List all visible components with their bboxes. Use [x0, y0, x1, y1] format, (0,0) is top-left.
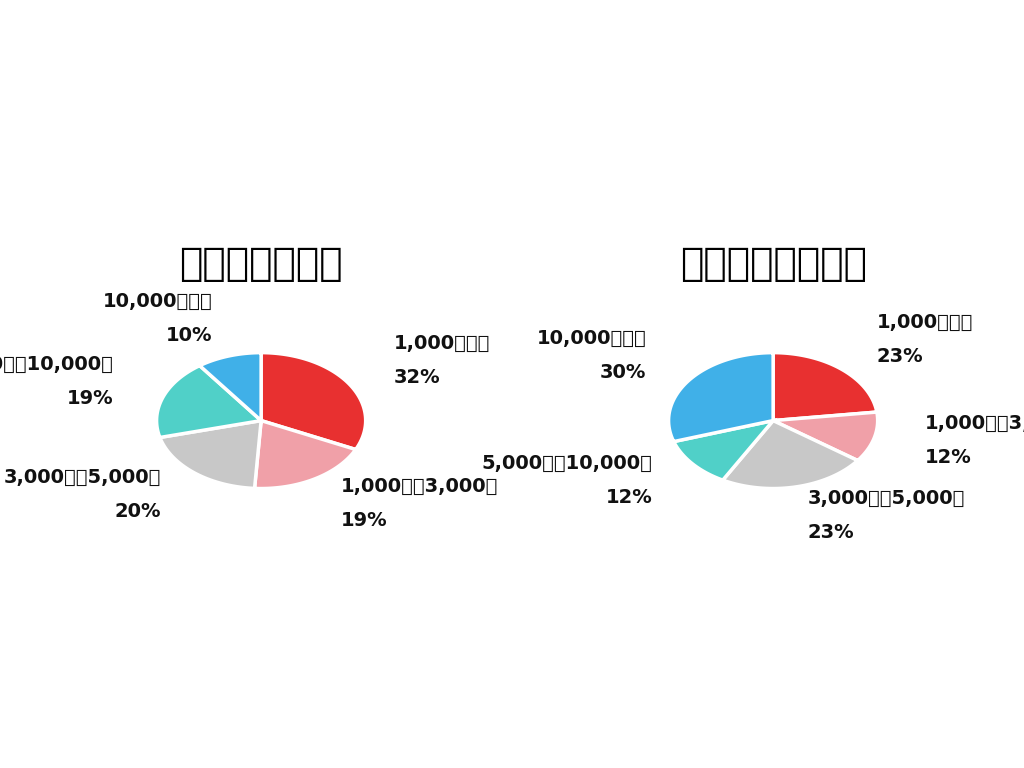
Text: シングルマザー: シングルマザー — [179, 245, 343, 283]
Polygon shape — [160, 421, 261, 488]
Polygon shape — [157, 366, 261, 438]
Text: 1,000円～3,000円: 1,000円～3,000円 — [925, 415, 1024, 433]
Text: 19%: 19% — [341, 511, 387, 530]
Text: 12%: 12% — [605, 488, 652, 507]
Polygon shape — [669, 353, 773, 442]
Text: 19%: 19% — [67, 389, 114, 408]
Text: 12%: 12% — [925, 449, 972, 468]
Polygon shape — [773, 353, 877, 421]
Text: 23%: 23% — [807, 522, 854, 541]
Polygon shape — [723, 421, 858, 488]
Text: 1,000円未満: 1,000円未満 — [877, 313, 973, 332]
Text: 10,000円以上: 10,000円以上 — [103, 292, 213, 311]
Polygon shape — [773, 412, 878, 461]
Text: 3,000円～5,000円: 3,000円～5,000円 — [807, 488, 965, 508]
Polygon shape — [200, 353, 261, 421]
Polygon shape — [255, 421, 355, 488]
Polygon shape — [261, 353, 366, 449]
Text: 5,000円～10,000円: 5,000円～10,000円 — [481, 454, 652, 473]
Text: シングルファザー: シングルファザー — [680, 245, 866, 283]
Text: 32%: 32% — [393, 369, 440, 388]
Text: 5,000円～10,000円: 5,000円～10,000円 — [0, 355, 114, 373]
Text: 10%: 10% — [166, 326, 213, 345]
Text: 20%: 20% — [115, 502, 161, 521]
Text: 30%: 30% — [600, 363, 646, 382]
Text: 1,000円未満: 1,000円未満 — [393, 334, 489, 353]
Text: 3,000円～5,000円: 3,000円～5,000円 — [4, 468, 161, 487]
Text: 10,000円以上: 10,000円以上 — [537, 329, 646, 348]
Text: 1,000円～3,000円: 1,000円～3,000円 — [341, 477, 499, 496]
Text: 23%: 23% — [877, 346, 924, 366]
Polygon shape — [674, 421, 773, 480]
